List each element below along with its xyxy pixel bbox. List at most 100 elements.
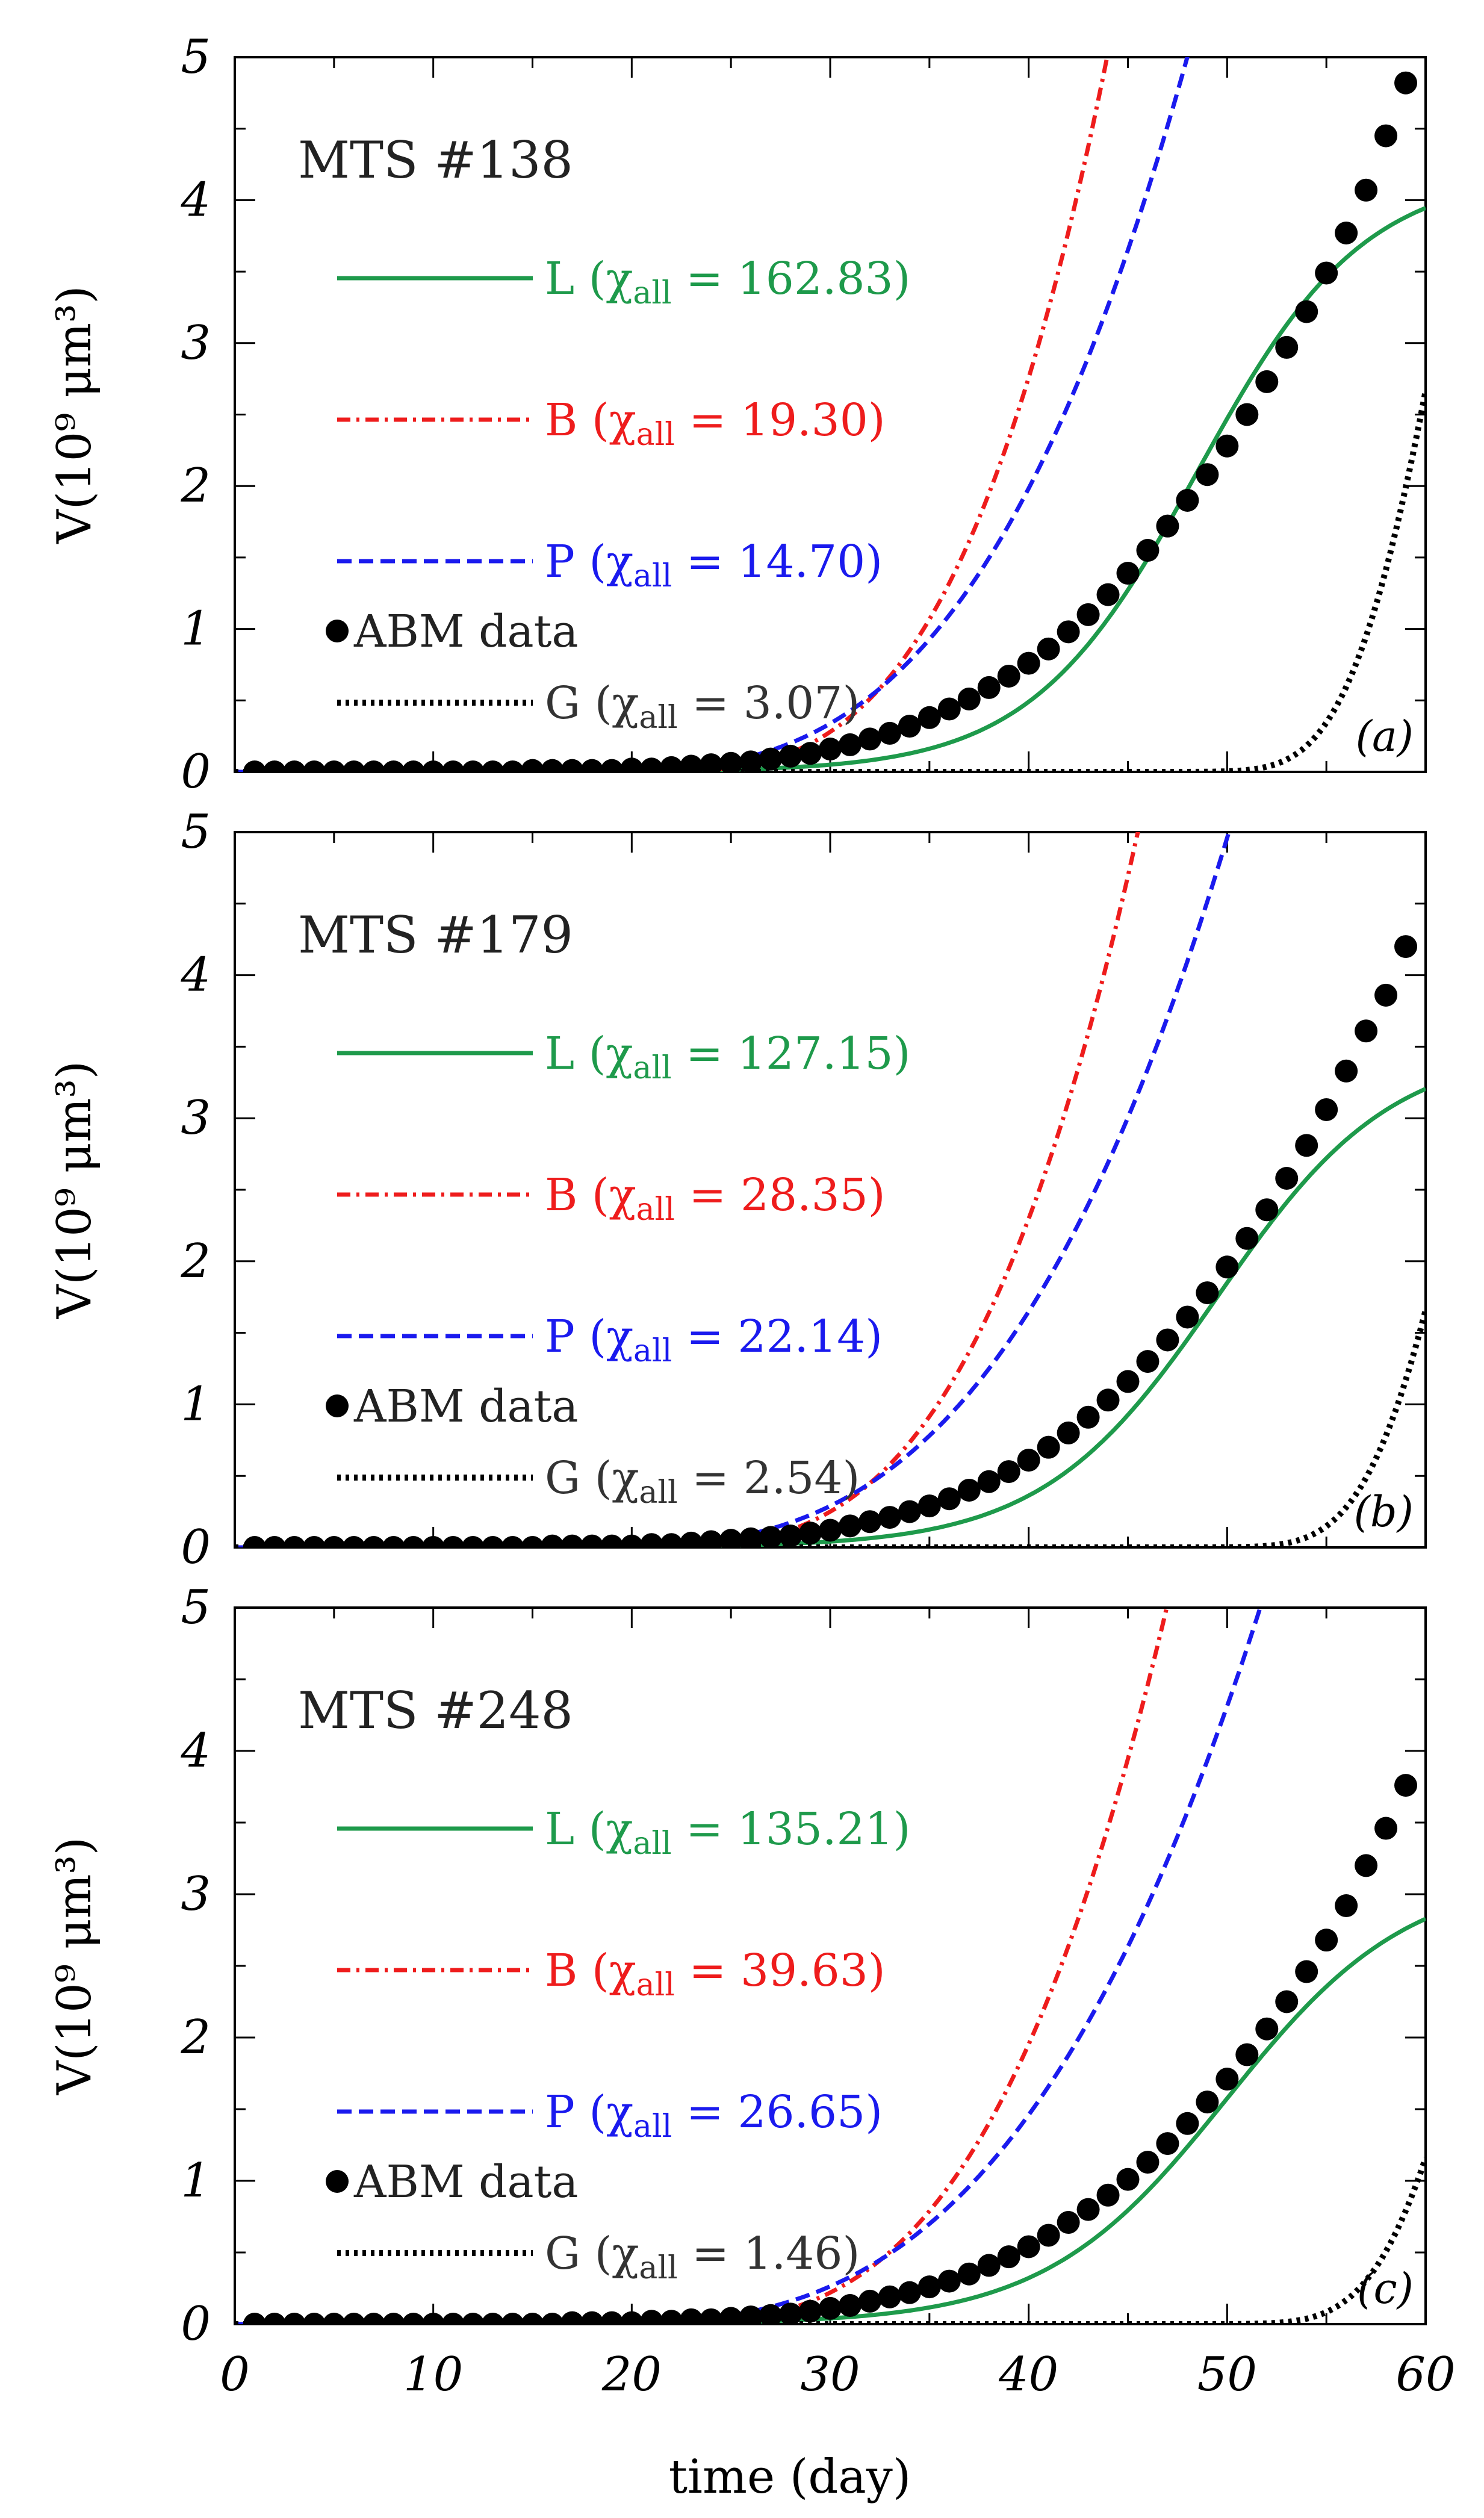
y-axis-title: V(10⁹ μm³)	[48, 1061, 102, 1319]
y-tick-label: 3	[181, 1867, 211, 1921]
panel-title: MTS #179	[298, 906, 573, 965]
abm-data-point	[362, 1536, 385, 1547]
abm-data-point	[917, 706, 941, 729]
x-tick-label: 30	[800, 2348, 860, 2402]
abm-data-point	[1374, 1817, 1398, 1840]
abm-data-point	[1156, 1328, 1179, 1352]
abm-data-point	[342, 1536, 365, 1547]
abm-data-point	[1394, 1774, 1418, 1797]
abm-data-point	[1017, 1449, 1040, 1472]
abm-data-point	[1057, 1421, 1080, 1444]
abm-data-point	[362, 2313, 385, 2324]
abm-data-point	[779, 744, 803, 768]
abm-data-point	[799, 742, 822, 765]
abm-data-point	[1017, 651, 1040, 675]
abm-data-point	[441, 760, 465, 772]
abm-data-point	[541, 1534, 564, 1547]
abm-data-point	[501, 760, 524, 772]
abm-data-point	[1176, 2112, 1199, 2135]
abm-data-point	[917, 2275, 941, 2299]
abm-data-point	[660, 1533, 683, 1547]
panel-b: 0 1 2 3 4 5 V(10⁹ μm³) MTS #179 L (χall = 127.15…	[48, 805, 1427, 1575]
abm-data-point	[243, 760, 266, 772]
abm-data-point	[1315, 1929, 1338, 1952]
abm-data-point	[779, 1524, 803, 1547]
abm-data-point	[1275, 1166, 1299, 1190]
abm-data-point	[997, 664, 1020, 688]
abm-data-point	[1275, 1990, 1299, 2013]
abm-data-point	[640, 2310, 663, 2324]
abm-data-point	[580, 2311, 604, 2324]
abm-data-point	[461, 760, 485, 772]
y-tick-label: 1	[181, 602, 211, 656]
abm-data-point	[421, 760, 445, 772]
abm-data-point	[937, 697, 961, 721]
y-tick-label: 4	[180, 948, 211, 1003]
abm-data-point	[421, 2313, 445, 2324]
abm-data-point	[1275, 335, 1299, 359]
abm-data-point	[1156, 2132, 1179, 2156]
abm-data-point	[759, 747, 783, 771]
abm-data-point	[282, 1536, 306, 1547]
abm-data-point	[937, 2269, 961, 2293]
abm-data-point	[700, 753, 723, 772]
abm-data-point	[680, 1531, 703, 1547]
abm-data-point	[1315, 1098, 1338, 1121]
abm-data-point	[1096, 1388, 1120, 1412]
y-tick-label: 5	[181, 805, 211, 859]
abm-data-point	[700, 2308, 723, 2324]
abm-data-point	[620, 2311, 644, 2324]
x-tick-label: 10	[403, 2348, 463, 2402]
y-tick-label: 2	[180, 1234, 211, 1289]
x-tick-label: 60	[1396, 2348, 1455, 2402]
x-tick-label: 20	[601, 2348, 662, 2402]
abm-data-point	[1295, 1134, 1318, 1157]
y-tick-label: 2	[180, 2010, 211, 2065]
abm-data-point	[878, 2285, 901, 2308]
abm-data-point	[680, 754, 703, 772]
abm-data-point	[858, 1510, 881, 1534]
legend-label-L: L (χall = 162.83)	[545, 253, 911, 311]
y-tick-label: 3	[181, 316, 211, 370]
abm-data-point	[878, 1506, 901, 1529]
panel-label: (a)	[1356, 712, 1414, 761]
abm-data-point	[382, 1536, 405, 1547]
legend-label-P: P (χall = 22.14)	[545, 1311, 883, 1369]
abm-data-point	[1017, 2235, 1040, 2258]
abm-data-point	[1057, 620, 1080, 644]
y-tick-label: 5	[181, 30, 211, 84]
abm-data-point	[977, 676, 1001, 699]
abm-data-point	[1116, 1370, 1140, 1393]
abm-data-point	[640, 757, 663, 772]
abm-data-point	[620, 1534, 644, 1547]
abm-data-point	[1335, 222, 1358, 245]
abm-data-point	[501, 2313, 524, 2324]
abm-data-point	[1215, 2068, 1239, 2091]
x-tick-label: 40	[998, 2348, 1058, 2402]
panel-label: (b)	[1354, 1487, 1414, 1537]
abm-data-point	[898, 715, 921, 738]
abm-data-point	[342, 2313, 365, 2324]
abm-data-point	[402, 1536, 425, 1547]
abm-data-point	[917, 1494, 941, 1518]
abm-data-point	[402, 760, 425, 772]
x-tick-label: 0	[220, 2348, 250, 2402]
abm-data-point	[282, 760, 306, 772]
panel-title: MTS #248	[298, 1681, 573, 1740]
abm-data-point	[739, 2305, 763, 2324]
abm-data-point	[1136, 539, 1160, 562]
y-tick-label: 3	[181, 1091, 211, 1145]
abm-data-point	[600, 759, 624, 772]
abm-data-point	[560, 759, 584, 772]
abm-data-point	[1394, 935, 1418, 959]
abm-data-point	[977, 2254, 1001, 2277]
legend-label-B: B (χall = 19.30)	[545, 394, 886, 453]
abm-data-point	[719, 1529, 743, 1547]
abm-data-point	[521, 1536, 544, 1547]
legend-label-L: L (χall = 135.21)	[545, 1803, 911, 1862]
abm-data-point	[521, 759, 544, 772]
panel-a: 0 1 2 3 4 5 V(10⁹ μm³) MTS #138 L (χall = 162.83…	[48, 30, 1427, 799]
abm-data-point	[1374, 983, 1398, 1007]
abm-data-point	[322, 760, 346, 772]
